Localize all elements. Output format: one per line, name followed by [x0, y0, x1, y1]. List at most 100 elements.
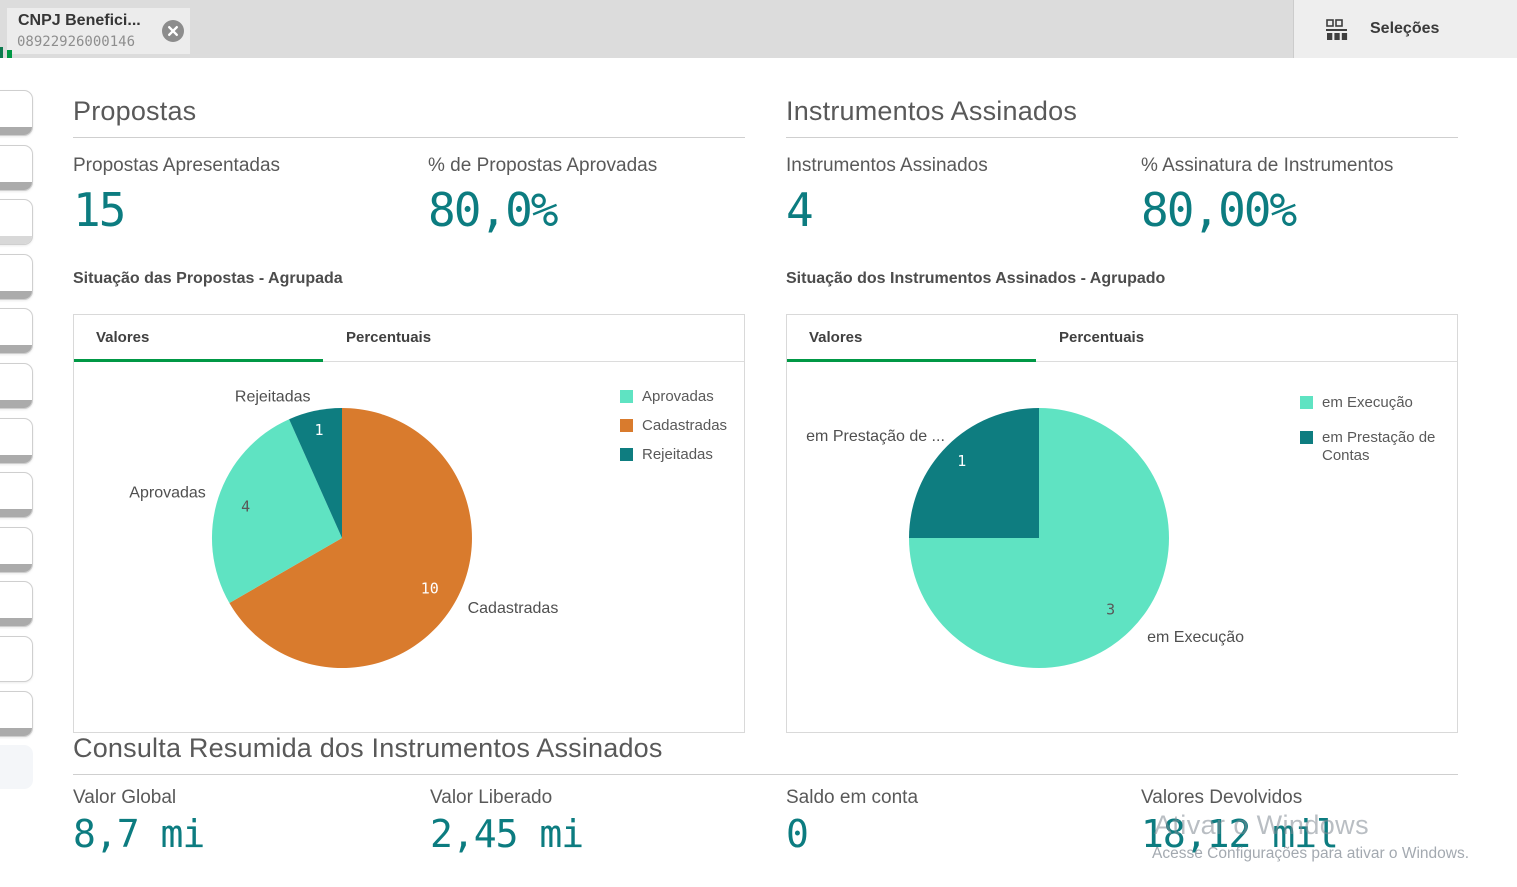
legend-item-rejeitadas[interactable]: Rejeitadas: [620, 446, 727, 464]
legend-item-aprovadas[interactable]: Aprovadas: [620, 388, 727, 406]
filter-chip-value: 08922926000146: [17, 34, 136, 50]
legend-label: Cadastradas: [642, 417, 728, 434]
legend-swatch: [620, 390, 633, 403]
legend-item-em-presta-o-de-contas[interactable]: em Prestação de Contas: [1300, 429, 1450, 465]
legend-swatch: [620, 448, 633, 461]
legend-label: Rejeitadas: [642, 446, 713, 463]
legend-label: em Prestação de Contas: [1322, 429, 1436, 464]
pie-slice-cadastradas[interactable]: [229, 408, 472, 668]
pie-category-label: em Execução: [1147, 629, 1244, 646]
filter-chip-title: CNPJ Benefici...: [18, 12, 141, 29]
active-tab-underline: [74, 359, 323, 362]
kpi-value-propostas-apresentadas: 15: [73, 183, 126, 237]
chart-legend: Aprovadas Cadastradas Rejeitadas: [620, 388, 727, 475]
kpi-value-saldo-em-conta: 0: [786, 812, 809, 856]
filter-item-band: [0, 618, 32, 626]
windows-activation-watermark-sub: Acesse Configurações para ativar o Windo…: [1152, 845, 1470, 862]
kpi-value-pct-propostas-aprovadas: 80,0%: [428, 183, 558, 237]
pie-slice-rejeitadas[interactable]: [289, 407, 342, 538]
filter-list-item[interactable]: [0, 527, 33, 573]
pie-category-label: Aprovadas: [129, 485, 206, 502]
chart-tabs: Valores Percentuais: [787, 315, 1457, 362]
kpi-label-pct-assinatura: % Assinatura de Instrumentos: [1141, 155, 1394, 176]
chart-title-situacao-instrumentos: Situação dos Instrumentos Assinados - Ag…: [786, 270, 1166, 287]
filter-item-band: [0, 127, 32, 135]
filter-list-item[interactable]: [0, 199, 33, 245]
selections-tool[interactable]: Seleções: [1293, 0, 1517, 58]
kpi-label-propostas-apresentadas: Propostas Apresentadas: [73, 155, 281, 176]
legend-item-em-execu-o[interactable]: em Execução: [1300, 394, 1450, 412]
tab-valores[interactable]: Valores: [809, 329, 863, 346]
filter-list-item[interactable]: [0, 254, 33, 300]
chart-legend: em Execução em Prestação de Contas: [1300, 394, 1450, 482]
filter-item-band: [0, 182, 32, 190]
pie-category-label: Rejeitadas: [235, 389, 311, 406]
tab-percentuais[interactable]: Percentuais: [1059, 329, 1145, 346]
chart-card-propostas: Valores Percentuais 10 Cadastradas 4 Aprova…: [73, 314, 745, 733]
divider: [73, 137, 745, 138]
legend-swatch: [1300, 396, 1313, 409]
close-icon[interactable]: [161, 19, 185, 43]
selections-button-label: Seleções: [1370, 20, 1440, 37]
edge-accent: [0, 47, 3, 58]
selections-icon: [1326, 18, 1348, 40]
filter-list-item[interactable]: [0, 581, 33, 627]
kpi-label-pct-propostas-aprovadas: % de Propostas Aprovadas: [428, 155, 658, 176]
filter-item-band: [0, 564, 32, 572]
filter-item-band: [0, 455, 32, 463]
pie-value-label: 3: [1106, 601, 1115, 619]
filter-list-item[interactable]: [0, 636, 33, 682]
selections-bar: CNPJ Benefici... 08922926000146 Seleções: [0, 0, 1517, 58]
kpi-label-saldo-em-conta: Saldo em conta: [786, 787, 919, 808]
filter-chip-selection-indicator: [7, 50, 12, 58]
legend-label: Aprovadas: [642, 388, 714, 405]
section-title-consulta: Consulta Resumida dos Instrumentos Assin…: [73, 733, 663, 763]
section-title-propostas: Propostas: [73, 96, 197, 126]
filter-list-item[interactable]: [0, 472, 33, 518]
chart-card-instrumentos: Valores Percentuais 3 em Execução 1 em Pres…: [786, 314, 1458, 733]
windows-activation-watermark: Ativar o Windows: [1154, 810, 1369, 840]
pie-category-label: em Prestação de ...: [806, 428, 945, 445]
kpi-label-valor-global: Valor Global: [73, 787, 177, 808]
pie-value-label: 1: [314, 421, 323, 439]
filter-item-band: [0, 291, 32, 299]
filter-list-item[interactable]: [0, 363, 33, 409]
chart-title-situacao-propostas: Situação das Propostas - Agrupada: [73, 270, 343, 287]
kpi-label-valores-devolvidos: Valores Devolvidos: [1141, 787, 1303, 808]
legend-swatch: [1300, 431, 1313, 444]
filter-list-item[interactable]: [0, 418, 33, 464]
filter-list-item[interactable]: [0, 308, 33, 354]
filter-list-item[interactable]: [0, 691, 33, 737]
legend-swatch: [620, 419, 633, 432]
filter-list-item[interactable]: [0, 745, 33, 789]
pie-category-label: Cadastradas: [468, 600, 559, 617]
pie-chart-situacao-instrumentos: 3 em Execução 1 em Prestação de ...: [806, 408, 1244, 668]
kpi-value-instrumentos-assinados: 4: [786, 183, 814, 237]
chart-tabs: Valores Percentuais: [74, 315, 744, 362]
kpi-label-instrumentos-assinados: Instrumentos Assinados: [786, 155, 988, 176]
divider: [73, 774, 1458, 775]
divider: [786, 137, 1458, 138]
active-tab-underline: [787, 359, 1036, 362]
filter-item-band: [0, 400, 32, 408]
section-title-instrumentos: Instrumentos Assinados: [786, 96, 1078, 126]
pie-slice-aprovadas[interactable]: [211, 419, 342, 603]
pie-value-label: 4: [241, 498, 250, 516]
kpi-label-valor-liberado: Valor Liberado: [430, 787, 553, 808]
tab-valores[interactable]: Valores: [96, 329, 150, 346]
filter-item-band: [0, 509, 32, 517]
filter-item-band: [0, 345, 32, 353]
kpi-value-valores-devolvidos: 18,12 mil: [1141, 812, 1339, 856]
filter-item-band: [0, 236, 32, 244]
filter-list-item[interactable]: [0, 145, 33, 191]
legend-label: em Execução: [1322, 394, 1413, 411]
pie-slice-em-presta-o-de-contas[interactable]: [909, 408, 1039, 538]
kpi-value-valor-global: 8,7 mi: [73, 812, 205, 856]
filter-chip-cnpj[interactable]: CNPJ Benefici... 08922926000146: [7, 8, 190, 54]
tab-percentuais[interactable]: Percentuais: [346, 329, 432, 346]
pie-value-label: 1: [957, 452, 966, 470]
legend-item-cadastradas[interactable]: Cadastradas: [620, 417, 727, 435]
filter-list-item[interactable]: [0, 90, 33, 136]
kpi-value-valor-liberado: 2,45 mi: [430, 812, 584, 856]
